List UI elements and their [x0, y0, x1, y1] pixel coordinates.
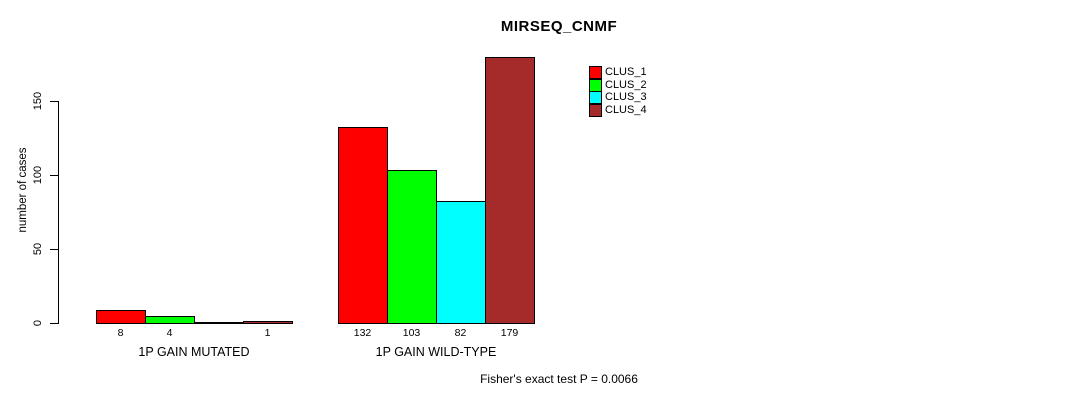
y-tick: [50, 101, 58, 102]
y-tick-label: 0: [32, 319, 44, 327]
y-tick-label: 50: [32, 242, 44, 256]
y-tick: [50, 175, 58, 176]
bar: [96, 310, 146, 324]
bar: [194, 322, 244, 324]
bar-value-label: 82: [454, 327, 467, 339]
legend-label: CLUS_1: [605, 66, 647, 78]
bar: [338, 127, 388, 324]
bar-value-label: 4: [166, 327, 173, 339]
y-axis-label: number of cases: [17, 147, 29, 233]
legend-swatch: [589, 104, 602, 117]
y-axis-line: [58, 101, 59, 324]
bar: [485, 57, 535, 324]
bar: [387, 170, 437, 324]
legend-label: CLUS_3: [605, 91, 647, 103]
bar-value-label: 1: [264, 327, 271, 339]
bar-value-label: 8: [117, 327, 124, 339]
y-tick: [50, 249, 58, 250]
legend-label: CLUS_2: [605, 79, 647, 91]
legend-label: CLUS_4: [605, 104, 647, 116]
bar: [145, 316, 195, 324]
bar: [436, 201, 486, 324]
chart-title: MIRSEQ_CNMF: [500, 18, 618, 35]
legend-swatch: [589, 91, 602, 104]
bar: [243, 321, 293, 324]
y-tick-label: 100: [32, 165, 44, 185]
y-tick-label: 150: [32, 91, 44, 111]
bar-value-label: 132: [353, 327, 372, 339]
bar-value-label: 179: [500, 327, 519, 339]
footnote: Fisher's exact test P = 0.0066: [480, 372, 638, 386]
group-label: 1P GAIN WILD-TYPE: [375, 345, 497, 359]
group-label: 1P GAIN MUTATED: [138, 345, 250, 359]
bar-value-label: 103: [402, 327, 421, 339]
y-tick: [50, 323, 58, 324]
legend-swatch: [589, 66, 602, 79]
